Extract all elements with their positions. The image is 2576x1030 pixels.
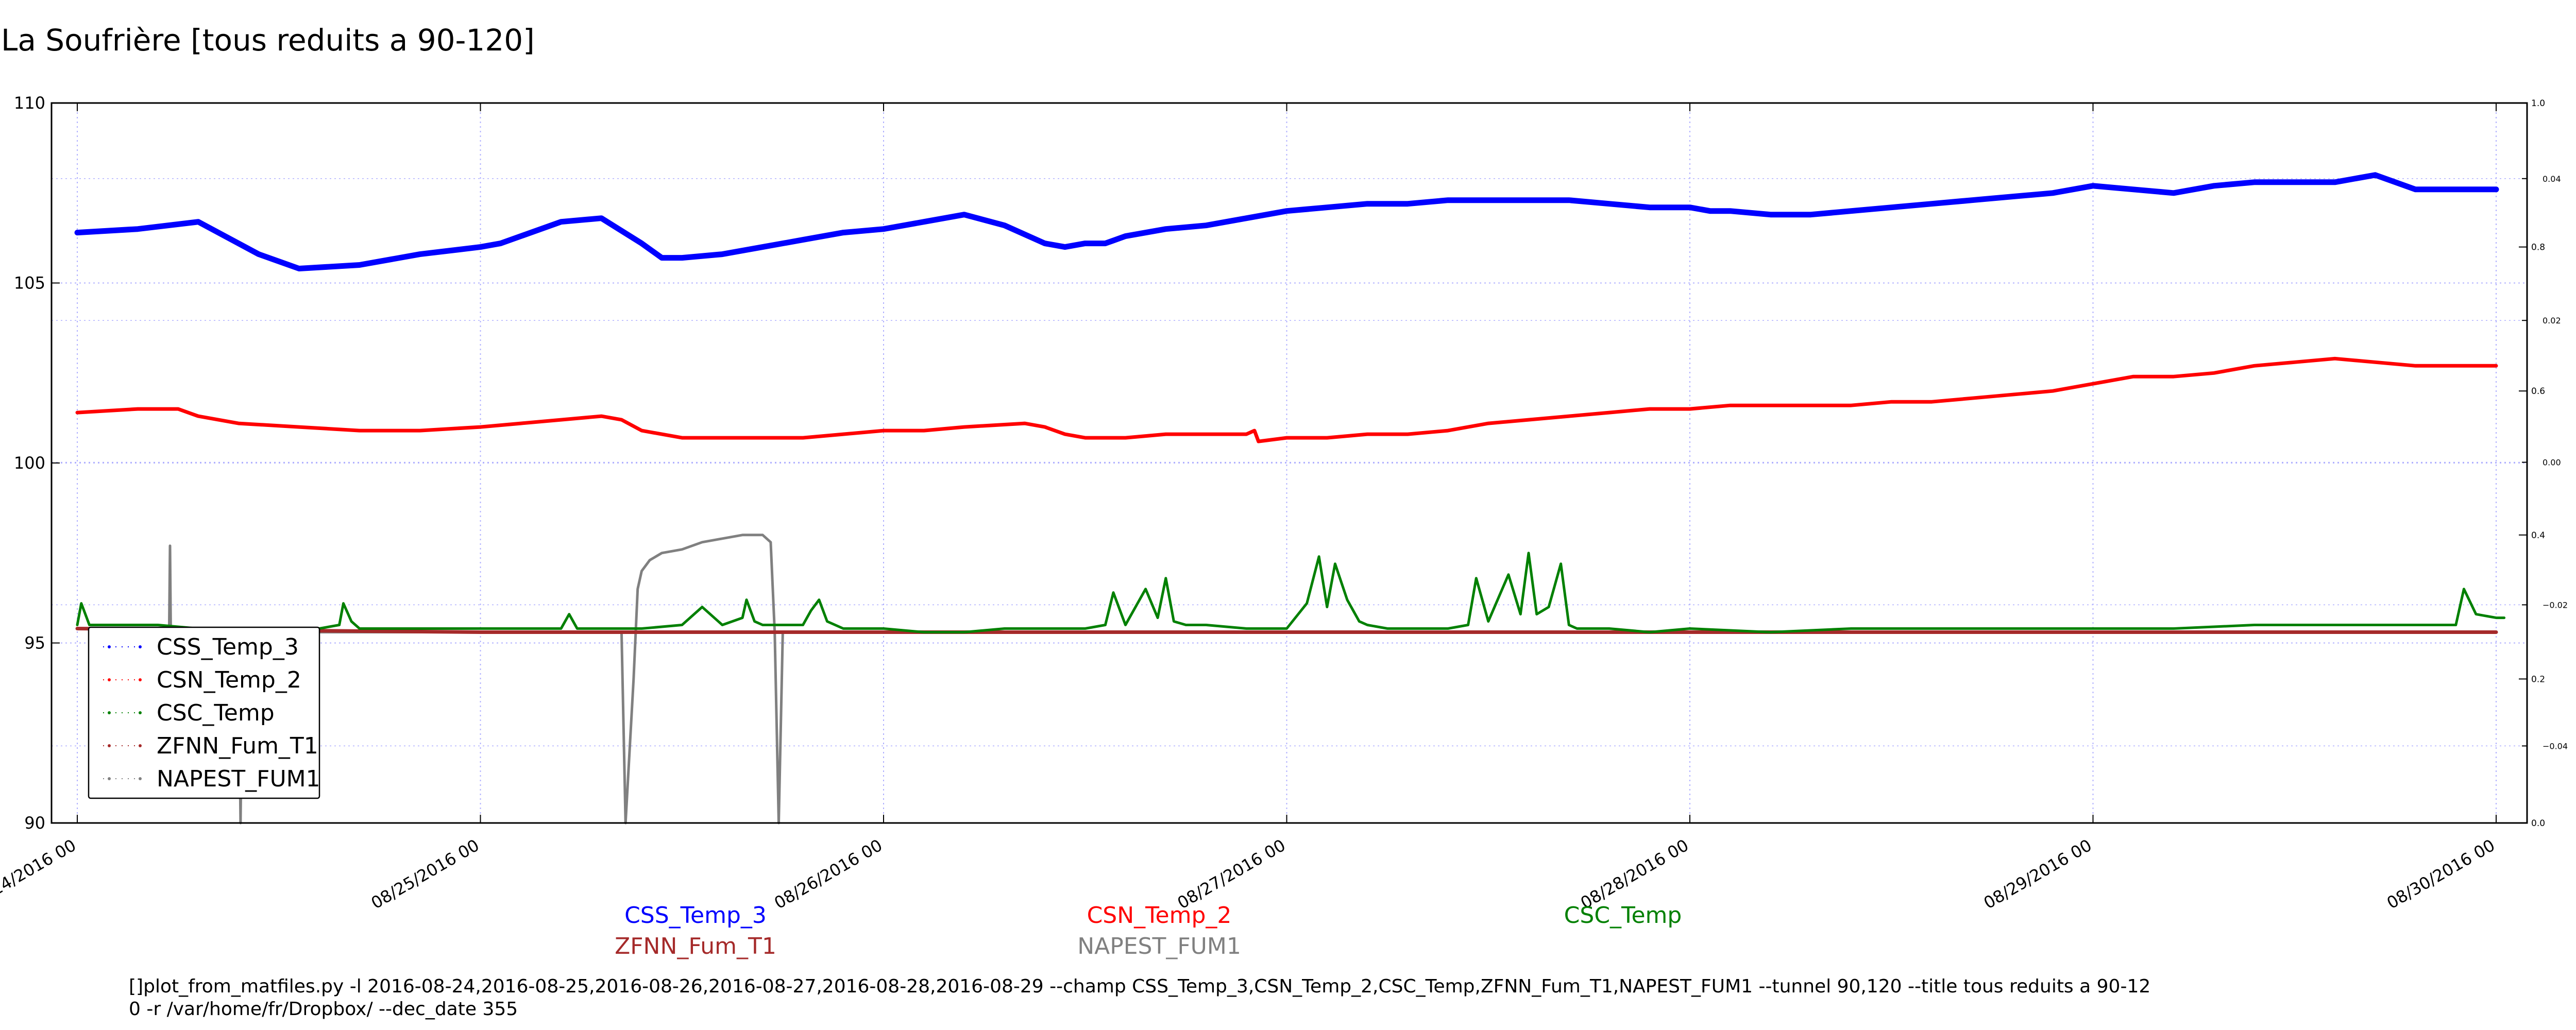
- legend: CSS_Temp_3 CSN_Temp_2 CSC_Temp ZFNN_Fum_T1 N…: [88, 626, 320, 799]
- legend-marker: [108, 645, 111, 648]
- legend-marker: [139, 777, 142, 780]
- axis-layer: 08/24/2016 00 08/25/2016 00 08/26/2016 00 0…: [0, 93, 2568, 913]
- series-line-css-temp-3: [74, 172, 2499, 271]
- legend-marker: [139, 744, 142, 747]
- legend-marker: [108, 777, 111, 780]
- series-caption-css-temp-3: CSS_Temp_3: [624, 902, 767, 929]
- legend-marker: [108, 711, 111, 714]
- series-line-zfnn-fum-t1: [75, 627, 2498, 634]
- y-tick-label-right: 1.0: [2531, 98, 2545, 109]
- legend-marker: [139, 711, 142, 714]
- y-tick-label: 95: [24, 633, 45, 653]
- x-tick-label: 08/30/2016 00: [2383, 835, 2498, 913]
- x-tick-label: 08/26/2016 00: [771, 835, 886, 913]
- legend-entry-label: CSN_Temp_2: [157, 667, 301, 693]
- legend-box: [88, 626, 320, 799]
- legend-entry-label: CSS_Temp_3: [157, 634, 299, 660]
- y-tick-label: 110: [14, 93, 45, 113]
- y-tick-label-right-secondary: 0.04: [2543, 174, 2561, 184]
- series-line-csn-temp-2: [75, 356, 2498, 443]
- y-tick-label-right: 0.2: [2531, 674, 2545, 684]
- y-tick-label-right: 0.4: [2531, 530, 2545, 541]
- y-tick-label-right: 0.0: [2531, 818, 2545, 829]
- series-layer: [74, 172, 2506, 825]
- legend-marker: [108, 744, 111, 747]
- x-tick-label: 08/28/2016 00: [1577, 835, 1692, 913]
- legend-marker: [139, 678, 142, 681]
- series-caption-napest-fum1: NAPEST_FUM1: [1077, 933, 1241, 959]
- y-tick-label: 90: [24, 813, 45, 833]
- y-tick-label-right: 0.8: [2531, 243, 2545, 253]
- series-caption-csn-temp-2: CSN_Temp_2: [1087, 902, 1232, 929]
- y-tick-label-right-secondary: 0.00: [2543, 458, 2561, 468]
- y-tick-label: 105: [14, 273, 45, 293]
- y-tick-label: 100: [14, 453, 45, 473]
- page-title: La Soufrière [tous reduits a 90-120]: [1, 23, 535, 58]
- series-caption-csc-temp: CSC_Temp: [1564, 902, 1682, 929]
- legend-entry-label: CSC_Temp: [157, 700, 275, 726]
- legend-entry-label: ZFNN_Fum_T1: [157, 733, 318, 759]
- y-tick-label-right-secondary: −0.04: [2543, 741, 2568, 751]
- x-tick-label: 08/27/2016 00: [1174, 835, 1289, 913]
- y-tick-label-right: 0.6: [2531, 386, 2545, 397]
- legend-marker: [108, 678, 111, 681]
- legend-entry-label: NAPEST_FUM1: [157, 766, 320, 792]
- command-line-text: []plot_from_matfiles.py -l 2016-08-24,20…: [129, 976, 2151, 1020]
- series-caption-zfnn-fum-t1: ZFNN_Fum_T1: [615, 933, 776, 959]
- y-tick-label-right-secondary: −0.02: [2543, 600, 2568, 610]
- x-tick-label: 08/24/2016 00: [0, 835, 79, 913]
- x-tick-label: 08/29/2016 00: [1980, 835, 2095, 913]
- series-line-csc-temp: [76, 552, 2506, 633]
- y-tick-label-right-secondary: 0.02: [2543, 316, 2561, 325]
- x-tick-label: 08/25/2016 00: [368, 835, 483, 913]
- legend-marker: [139, 645, 142, 648]
